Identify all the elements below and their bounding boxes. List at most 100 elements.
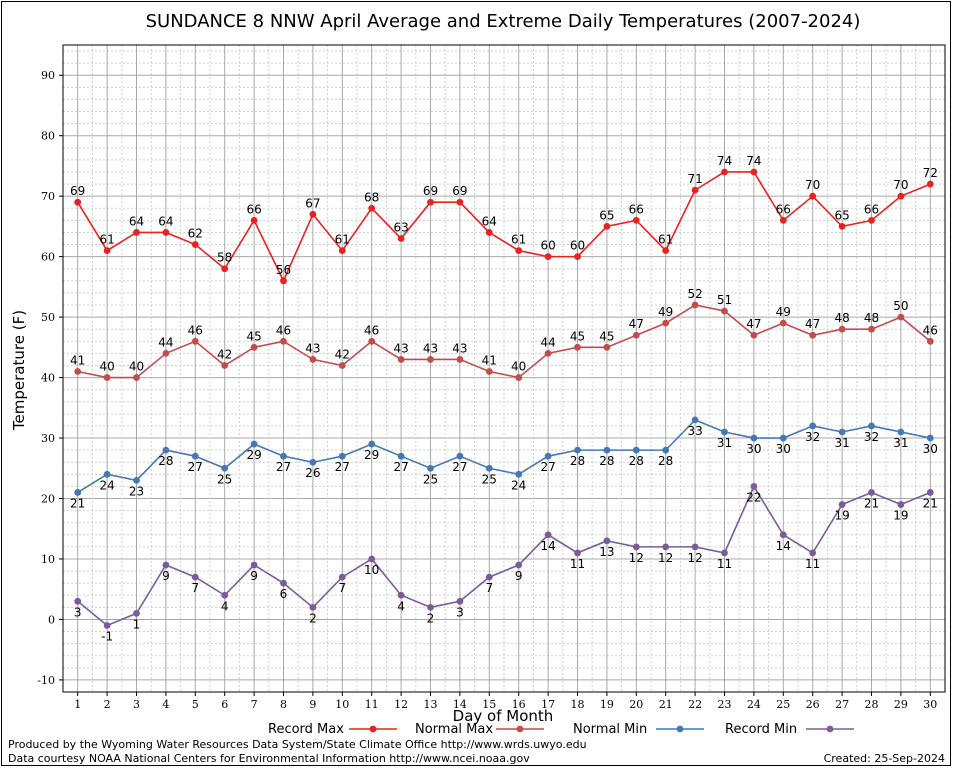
normal-max-line: [77, 304, 931, 379]
normal-max-point: [691, 301, 699, 309]
x-tick-label: 21: [659, 698, 673, 711]
record-min-data-label: 12: [629, 551, 644, 565]
record-max-point: [809, 192, 817, 200]
normal-min-point: [868, 422, 875, 430]
record-max-data-label: 60: [570, 239, 585, 253]
normal-max-point: [133, 374, 140, 381]
normal-max-data-label: 42: [335, 347, 350, 361]
normal-min-point: [897, 428, 905, 436]
record-min-data-label: 6: [280, 587, 288, 601]
record-max-data-label: 66: [629, 202, 644, 216]
normal-max-data-label: 43: [305, 341, 320, 355]
normal-min-data-label: 24: [511, 478, 526, 492]
legend-marker: [516, 725, 524, 733]
normal-min-point: [662, 446, 670, 454]
x-tick-label: 29: [894, 698, 908, 711]
x-tick-label: 4: [162, 698, 169, 711]
legend-label: Normal Max: [415, 722, 493, 737]
record-max-point: [838, 223, 846, 230]
normal-max-data-label: 49: [776, 305, 791, 319]
record-max-point: [544, 253, 552, 261]
normal-min-data-label: 30: [776, 442, 791, 456]
normal-min-data-label: 23: [129, 484, 144, 498]
record-max-data-label: 69: [423, 184, 438, 198]
record-max-point: [485, 229, 493, 236]
record-min-point: [309, 603, 317, 611]
normal-min-data-label: 28: [658, 454, 673, 468]
record-min-data-label: 7: [485, 581, 493, 595]
record-max-point: [309, 210, 317, 218]
record-min-point: [779, 531, 787, 539]
normal-min-point: [133, 476, 140, 484]
record-min-point: [427, 603, 434, 611]
normal-min-point: [338, 452, 346, 460]
record-max-point: [750, 168, 758, 176]
x-tick-label: 7: [251, 698, 258, 711]
record-min-point: [603, 537, 611, 545]
normal-min-data-label: 28: [629, 454, 644, 468]
record-min-point: [191, 573, 199, 581]
record-min-data-label: 22: [746, 490, 761, 504]
normal-max-point: [485, 368, 493, 375]
x-tick-label: 27: [835, 698, 849, 711]
normal-min-point: [809, 422, 817, 430]
normal-min-data-label: 32: [805, 430, 820, 444]
record-max-line: [77, 171, 931, 283]
x-tick-label: 22: [688, 698, 702, 711]
record-min-data-label: 2: [309, 611, 317, 625]
record-max-data-label: 71: [687, 172, 702, 186]
normal-max-data-label: 43: [393, 341, 408, 355]
y-tick-label: 40: [41, 372, 55, 385]
normal-max-point: [574, 343, 581, 351]
normal-min-point: [485, 464, 493, 472]
normal-max-data-label: 46: [276, 323, 291, 337]
record-max-point: [191, 241, 199, 248]
legend-item-normal-min: Normal Min: [573, 722, 704, 737]
normal-min-point: [603, 446, 611, 454]
x-tick-label: 25: [776, 698, 790, 711]
normal-min-data-label: 33: [687, 424, 702, 438]
record-min-point: [280, 579, 287, 587]
record-min-point: [103, 622, 111, 629]
normal-min-data-label: 27: [188, 460, 203, 474]
y-tick-label: -10: [37, 674, 55, 687]
x-tick-label: 5: [192, 698, 199, 711]
y-tick-label: 20: [41, 493, 55, 506]
record-min-point: [133, 609, 140, 617]
normal-max-data-label: 45: [246, 329, 261, 343]
record-min-data-label: 11: [717, 557, 732, 571]
x-tick-label: 14: [453, 698, 467, 711]
record-min-data-label: 7: [338, 581, 346, 595]
normal-min-data-label: 26: [305, 466, 320, 480]
normal-max-point: [721, 307, 728, 315]
record-min-point: [368, 555, 376, 563]
normal-min-point: [750, 434, 758, 442]
record-min-point: [809, 549, 817, 557]
normal-max-data-label: 45: [599, 329, 614, 343]
normal-max-point: [250, 343, 258, 351]
normal-min-data-label: 27: [335, 460, 350, 474]
normal-max-data-label: 50: [893, 299, 908, 313]
normal-min-point: [574, 446, 581, 454]
normal-max-data-label: 47: [629, 317, 644, 331]
plot-area: [62, 44, 946, 693]
record-min-data-label: 12: [687, 551, 702, 565]
normal-min-data-label: 31: [893, 436, 908, 450]
normal-min-data-label: 24: [99, 478, 114, 492]
normal-min-data-label: 29: [364, 448, 379, 462]
normal-max-point: [838, 325, 846, 333]
x-tick-label: 16: [512, 698, 526, 711]
y-tick-label: 10: [41, 553, 55, 566]
x-tick-label: 10: [335, 698, 349, 711]
normal-min-data-label: 28: [570, 454, 585, 468]
record-max-data-label: 60: [540, 239, 555, 253]
normal-max-point: [603, 343, 611, 351]
x-tick-label: 20: [629, 698, 643, 711]
legend-marker: [676, 725, 684, 733]
y-tick-label: 80: [41, 130, 55, 143]
normal-min-point: [74, 489, 82, 496]
normal-min-point: [691, 416, 699, 424]
record-min-point: [74, 597, 82, 605]
record-min-point: [250, 561, 258, 569]
